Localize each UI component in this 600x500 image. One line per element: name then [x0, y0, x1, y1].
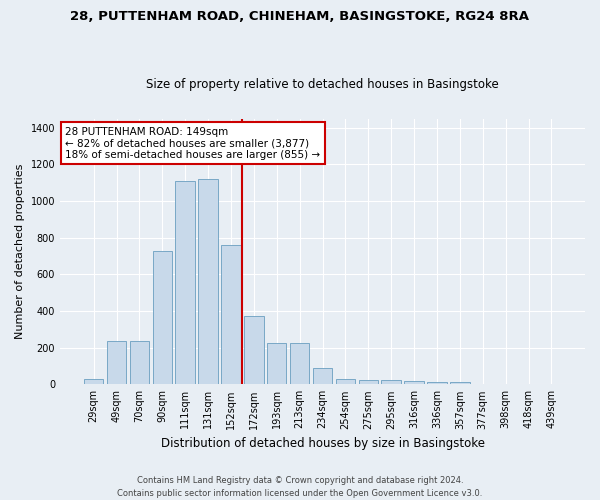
- Bar: [152, 252, 172, 384]
- Bar: [313, 368, 332, 384]
- Text: Contains HM Land Registry data © Crown copyright and database right 2024.
Contai: Contains HM Land Registry data © Crown c…: [118, 476, 482, 498]
- Bar: [221, 245, 241, 384]
- Bar: [107, 341, 126, 384]
- Title: Size of property relative to detached houses in Basingstoke: Size of property relative to detached ho…: [146, 78, 499, 91]
- Bar: [404, 381, 424, 384]
- Bar: [199, 179, 218, 384]
- Bar: [244, 316, 263, 384]
- X-axis label: Distribution of detached houses by size in Basingstoke: Distribution of detached houses by size …: [161, 437, 485, 450]
- Bar: [427, 382, 446, 384]
- Text: 28, PUTTENHAM ROAD, CHINEHAM, BASINGSTOKE, RG24 8RA: 28, PUTTENHAM ROAD, CHINEHAM, BASINGSTOK…: [71, 10, 530, 23]
- Bar: [130, 341, 149, 384]
- Text: 28 PUTTENHAM ROAD: 149sqm
← 82% of detached houses are smaller (3,877)
18% of se: 28 PUTTENHAM ROAD: 149sqm ← 82% of detac…: [65, 126, 320, 160]
- Bar: [84, 379, 103, 384]
- Bar: [290, 343, 310, 384]
- Bar: [359, 380, 378, 384]
- Bar: [267, 343, 286, 384]
- Bar: [335, 379, 355, 384]
- Y-axis label: Number of detached properties: Number of detached properties: [15, 164, 25, 339]
- Bar: [175, 181, 195, 384]
- Bar: [450, 382, 470, 384]
- Bar: [382, 380, 401, 384]
